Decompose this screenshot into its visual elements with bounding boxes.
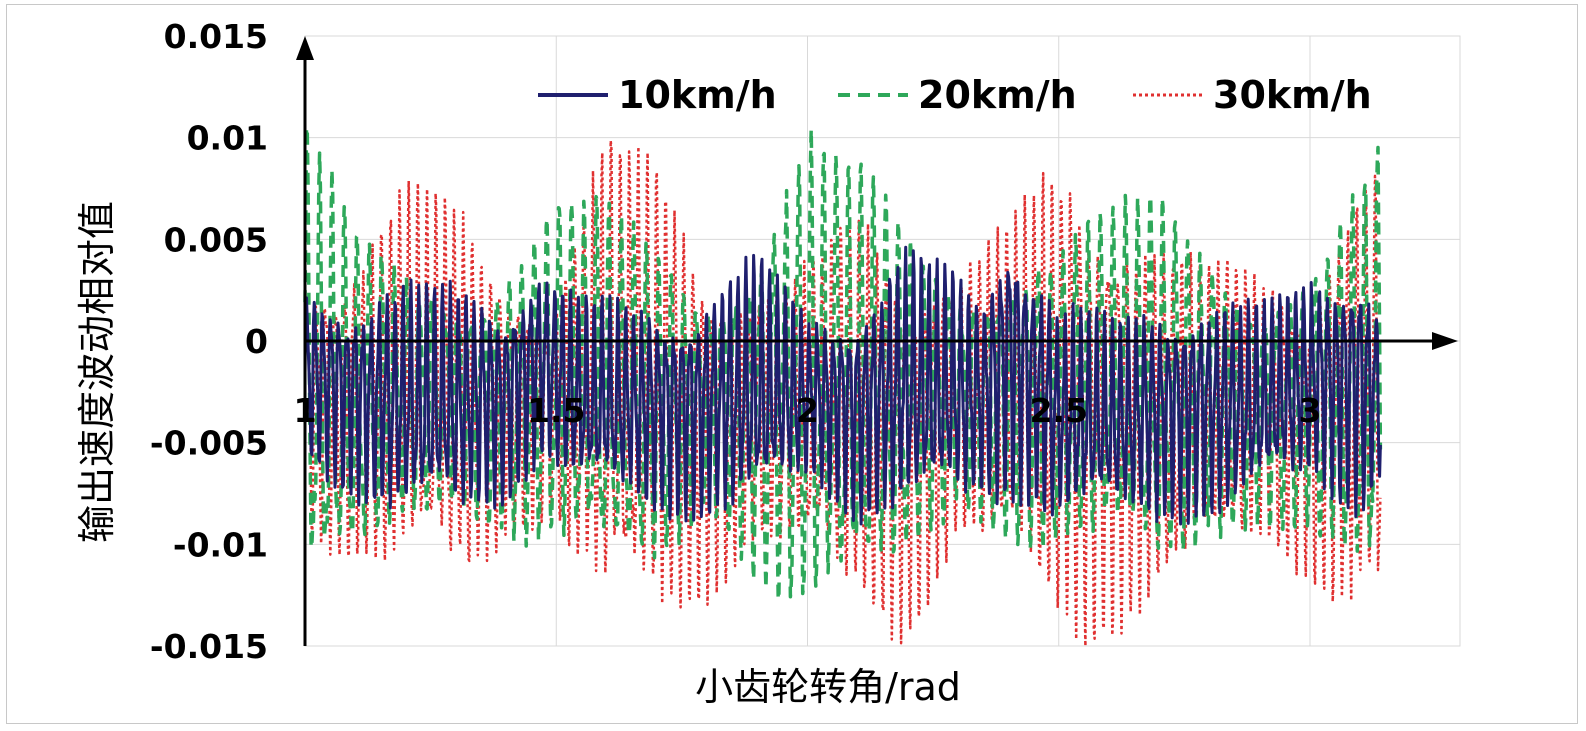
x-tick-label: 2.5 xyxy=(1030,391,1088,430)
legend: 10km/h 20km/h 30km/h xyxy=(538,73,1372,117)
legend-label-20kmh: 20km/h xyxy=(918,73,1077,117)
x-tick-label: 1 xyxy=(294,391,317,430)
y-tick-label: 0.015 xyxy=(164,17,268,56)
series-layer xyxy=(303,125,1383,648)
y-tick-label: -0.015 xyxy=(150,627,268,666)
y-tick-label: -0.01 xyxy=(173,525,268,564)
x-tick-labels: 1 1.5 2 2.5 3 xyxy=(294,391,1322,430)
y-tick-labels: 0.015 0.01 0.005 0 -0.005 -0.01 -0.015 xyxy=(150,17,268,666)
legend-label-10kmh: 10km/h xyxy=(618,73,777,117)
series-line-10kmh xyxy=(303,245,1382,526)
y-tick-label: 0.005 xyxy=(164,220,268,259)
series-line-20kmh xyxy=(303,125,1383,602)
x-axis-label: 小齿轮转角/rad xyxy=(695,665,961,709)
y-tick-label: 0 xyxy=(245,322,268,361)
legend-item-20kmh: 20km/h xyxy=(838,73,1077,117)
legend-item-10kmh: 10km/h xyxy=(538,73,777,117)
x-tick-label: 1.5 xyxy=(527,391,585,430)
axes xyxy=(296,36,1458,646)
y-axis-arrowhead xyxy=(296,36,314,60)
y-tick-label: 0.01 xyxy=(187,119,268,158)
y-axis-label: 输出速度波动相对值 xyxy=(75,201,119,543)
y-tick-label: -0.005 xyxy=(150,424,268,463)
x-tick-label: 2 xyxy=(796,391,819,430)
legend-label-30kmh: 30km/h xyxy=(1213,73,1372,117)
legend-item-30kmh: 30km/h xyxy=(1133,73,1372,117)
x-tick-label: 3 xyxy=(1299,391,1322,430)
x-axis-arrowhead xyxy=(1432,332,1458,350)
